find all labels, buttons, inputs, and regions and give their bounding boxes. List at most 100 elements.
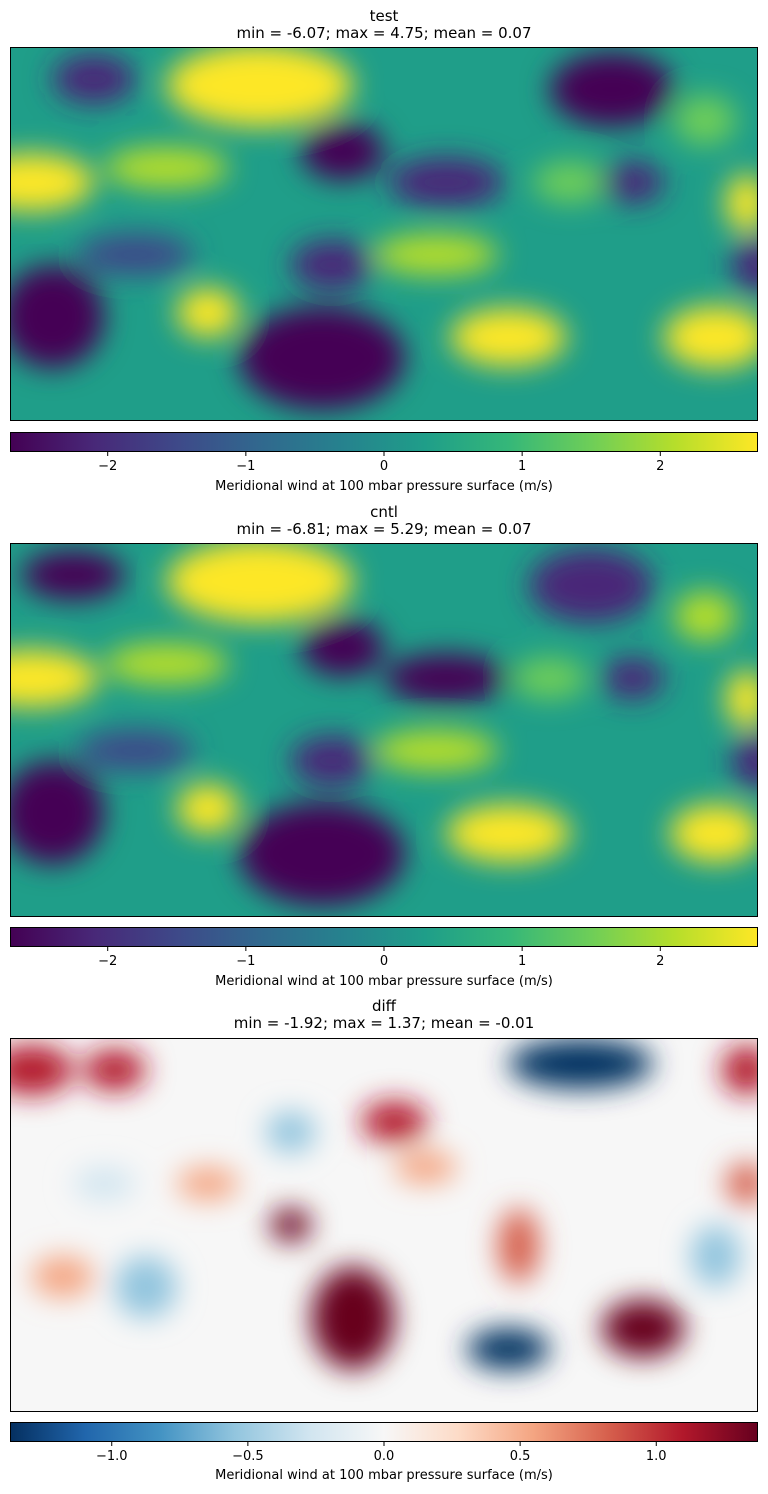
field-anomaly [166, 544, 353, 623]
colorbar-tick-label: 2 [656, 459, 664, 474]
colorbar-tick-label: 1 [518, 954, 526, 969]
colorbar-ticks: −1.0 −0.5 0.0 0.5 1.0 [10, 1442, 758, 1482]
field-anomaly [114, 1256, 177, 1318]
colorbar-tick-label: 1.0 [646, 1449, 667, 1464]
field-anomaly [721, 1045, 757, 1095]
chart-subtitle: min = -6.81; max = 5.29; mean = 0.07 [236, 520, 532, 538]
colorbar-gradient [11, 1423, 757, 1441]
colorbar-tick-label: −1.0 [96, 1449, 128, 1464]
field-anomaly [77, 234, 194, 276]
heatmap-cntl [10, 543, 758, 917]
field-anomaly [450, 308, 567, 367]
colorbar [10, 432, 758, 452]
field-anomaly [394, 1150, 457, 1184]
field-anomaly [104, 147, 229, 189]
field-anomaly [11, 1045, 74, 1095]
colorbar-tick-label: −1 [236, 459, 255, 474]
field-anomaly [301, 122, 384, 181]
field-anomaly [512, 657, 588, 699]
colorbar-tick-label: 0.5 [510, 1449, 531, 1464]
field-anomaly [77, 730, 194, 772]
field-anomaly [166, 48, 353, 127]
colorbar-label: Meridional wind at 100 mbar pressure sur… [215, 1468, 553, 1483]
field-anomaly [601, 1299, 685, 1358]
field-anomaly [238, 802, 405, 906]
colorbar-tick-label: −2 [98, 459, 117, 474]
field-anomaly [11, 265, 105, 369]
field-anomaly [311, 1266, 395, 1370]
field-anomaly [21, 550, 125, 600]
field-anomaly [104, 643, 229, 685]
heatmap-test [10, 47, 758, 421]
heatmap-canvas [11, 544, 757, 916]
field-anomaly [529, 548, 654, 623]
colorbar-tick-label: −0.5 [232, 1449, 264, 1464]
heatmap-diff [10, 1038, 758, 1412]
field-anomaly [533, 161, 608, 203]
field-anomaly [508, 1039, 654, 1089]
field-anomaly [725, 1163, 757, 1205]
field-anomaly [11, 649, 99, 708]
field-anomaly [674, 95, 737, 146]
field-anomaly [466, 1328, 550, 1370]
colorbar-tick-label: −2 [98, 954, 117, 969]
field-anomaly [663, 306, 757, 369]
colorbar-tick-label: 2 [656, 954, 664, 969]
field-anomaly [732, 236, 757, 294]
field-anomaly [270, 1208, 312, 1242]
field-anomaly [669, 804, 757, 863]
field-anomaly [373, 234, 498, 276]
chart-subtitle: min = -6.07; max = 4.75; mean = 0.07 [236, 24, 532, 42]
colorbar-tick-label: 1 [518, 459, 526, 474]
field-anomaly [674, 591, 737, 642]
field-anomaly [497, 1208, 540, 1283]
field-anomaly [290, 240, 374, 290]
heatmap-canvas [11, 1039, 757, 1411]
field-anomaly [73, 1167, 136, 1201]
chart-title: test [369, 7, 399, 25]
field-anomaly [725, 174, 757, 232]
field-anomaly [301, 618, 384, 677]
colorbar-ticks: −2 −1 0 1 2 [10, 947, 758, 987]
field-anomaly [176, 1167, 239, 1201]
field-anomaly [725, 670, 757, 728]
field-anomaly [290, 736, 374, 786]
colorbar-label: Meridional wind at 100 mbar pressure sur… [215, 974, 553, 989]
field-anomaly [238, 306, 405, 410]
field-anomaly [52, 54, 136, 104]
colorbar-fill [11, 928, 757, 946]
chart-title: diff [371, 997, 397, 1015]
field-anomaly [601, 657, 664, 699]
field-anomaly [265, 1111, 316, 1153]
field-anomaly [373, 730, 498, 772]
colorbar-tick-label: −1 [236, 954, 255, 969]
colorbar-ticks: −2 −1 0 1 2 [10, 452, 758, 492]
field-anomaly [690, 1225, 741, 1287]
field-anomaly [732, 732, 757, 790]
field-anomaly [601, 161, 664, 203]
colorbar-tick-label: 0.0 [374, 1449, 395, 1464]
colorbar-gradient [11, 928, 757, 946]
field-anomaly [83, 1049, 146, 1091]
colorbar [10, 927, 758, 947]
colorbar-tick-label: 0 [380, 459, 388, 474]
colorbar-label: Meridional wind at 100 mbar pressure sur… [215, 479, 553, 494]
field-anomaly [549, 52, 675, 127]
field-anomaly [31, 1256, 94, 1298]
colorbar [10, 1422, 758, 1442]
chart-title: cntl [370, 503, 398, 521]
field-anomaly [361, 1101, 428, 1143]
colorbar-fill [11, 433, 757, 451]
colorbar-tick-label: 0 [380, 954, 388, 969]
field-anomaly [176, 287, 239, 338]
field-anomaly [446, 804, 571, 863]
field-anomaly [11, 761, 105, 865]
chart-subtitle: min = -1.92; max = 1.37; mean = -0.01 [233, 1014, 535, 1032]
field-anomaly [388, 157, 505, 208]
colorbar-fill [11, 1423, 757, 1441]
field-anomaly [176, 783, 239, 834]
heatmap-canvas [11, 48, 757, 420]
field-anomaly [384, 653, 509, 704]
field-anomaly [11, 153, 94, 212]
colorbar-gradient [11, 433, 757, 451]
